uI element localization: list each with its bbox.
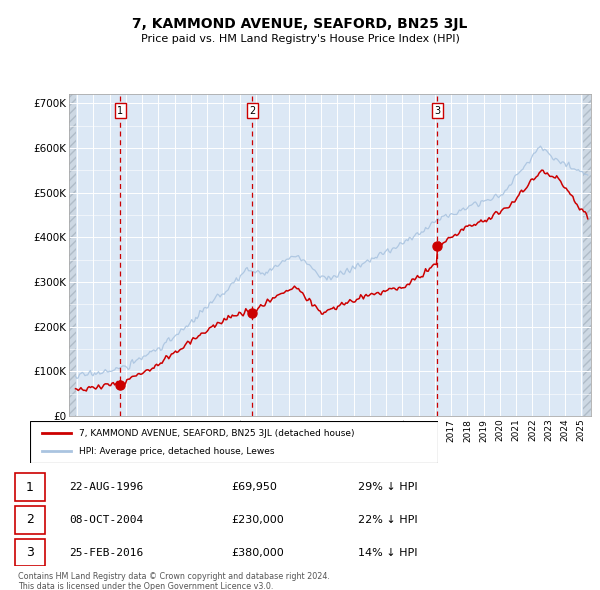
Text: HPI: Average price, detached house, Lewes: HPI: Average price, detached house, Lewe… bbox=[79, 447, 274, 455]
Text: 22% ↓ HPI: 22% ↓ HPI bbox=[358, 515, 417, 525]
Text: 14% ↓ HPI: 14% ↓ HPI bbox=[358, 548, 417, 558]
Text: 3: 3 bbox=[26, 546, 34, 559]
Text: 25-FEB-2016: 25-FEB-2016 bbox=[70, 548, 144, 558]
Text: 3: 3 bbox=[434, 106, 440, 116]
Text: £230,000: £230,000 bbox=[231, 515, 284, 525]
Text: 7, KAMMOND AVENUE, SEAFORD, BN25 3JL: 7, KAMMOND AVENUE, SEAFORD, BN25 3JL bbox=[133, 17, 467, 31]
Text: 08-OCT-2004: 08-OCT-2004 bbox=[70, 515, 144, 525]
Text: 2: 2 bbox=[26, 513, 34, 526]
Text: 29% ↓ HPI: 29% ↓ HPI bbox=[358, 482, 417, 492]
Text: £380,000: £380,000 bbox=[231, 548, 284, 558]
Text: Price paid vs. HM Land Registry's House Price Index (HPI): Price paid vs. HM Land Registry's House … bbox=[140, 34, 460, 44]
Text: 1: 1 bbox=[26, 481, 34, 494]
FancyBboxPatch shape bbox=[15, 539, 45, 566]
Text: Contains HM Land Registry data © Crown copyright and database right 2024.: Contains HM Land Registry data © Crown c… bbox=[18, 572, 330, 581]
FancyBboxPatch shape bbox=[15, 506, 45, 534]
Text: £69,950: £69,950 bbox=[231, 482, 277, 492]
Text: 7, KAMMOND AVENUE, SEAFORD, BN25 3JL (detached house): 7, KAMMOND AVENUE, SEAFORD, BN25 3JL (de… bbox=[79, 429, 355, 438]
FancyBboxPatch shape bbox=[30, 421, 438, 463]
Text: 22-AUG-1996: 22-AUG-1996 bbox=[70, 482, 144, 492]
FancyBboxPatch shape bbox=[15, 473, 45, 501]
Text: 2: 2 bbox=[249, 106, 256, 116]
Text: 1: 1 bbox=[117, 106, 123, 116]
Text: This data is licensed under the Open Government Licence v3.0.: This data is licensed under the Open Gov… bbox=[18, 582, 274, 590]
